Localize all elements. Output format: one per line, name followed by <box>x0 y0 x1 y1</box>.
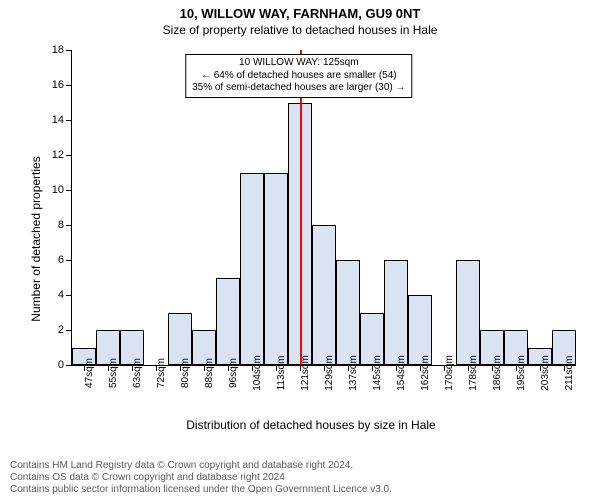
chart-wrap: Number of detached properties 0246810121… <box>36 44 586 434</box>
x-tick-label: 72sqm <box>156 358 167 388</box>
histogram-bar <box>384 260 407 365</box>
y-tick <box>66 365 72 366</box>
histogram-bar <box>456 260 479 365</box>
histogram-bar <box>312 225 335 365</box>
histogram-bar <box>216 278 239 366</box>
y-tick <box>66 225 72 226</box>
x-tick-label: 55sqm <box>108 358 119 388</box>
y-tick <box>66 85 72 86</box>
x-axis-label: Distribution of detached houses by size … <box>186 418 435 432</box>
x-tick-label: 63sqm <box>132 358 143 388</box>
y-tick-label: 10 <box>52 184 64 196</box>
y-axis-label: Number of detached properties <box>29 156 43 321</box>
y-tick-label: 2 <box>58 324 64 336</box>
x-tick-label: 195sqm <box>516 355 527 391</box>
footer-line: Contains HM Land Registry data © Crown c… <box>10 460 392 472</box>
histogram-bar <box>336 260 359 365</box>
x-tick-label: 186sqm <box>492 355 503 391</box>
annotation-line: ← 64% of detached houses are smaller (54… <box>192 70 405 83</box>
y-tick <box>66 190 72 191</box>
x-tick-label: 178sqm <box>468 355 479 391</box>
x-tick-label: 80sqm <box>180 358 191 388</box>
footer-line: Contains OS data © Crown copyright and d… <box>10 472 392 484</box>
x-tick-label: 129sqm <box>324 355 335 391</box>
y-tick-label: 12 <box>52 149 64 161</box>
chart-subtitle: Size of property relative to detached ho… <box>0 21 600 37</box>
x-tick-label: 162sqm <box>420 355 431 391</box>
annotation-box: 10 WILLOW WAY: 125sqm← 64% of detached h… <box>185 54 412 98</box>
footer: Contains HM Land Registry data © Crown c… <box>10 460 392 496</box>
x-tick-label: 113sqm <box>276 356 287 391</box>
x-tick-label: 154sqm <box>396 355 407 391</box>
x-tick-label: 137sqm <box>348 355 359 391</box>
y-tick-label: 4 <box>58 289 64 301</box>
y-tick <box>66 260 72 261</box>
y-tick <box>66 120 72 121</box>
y-tick-label: 8 <box>58 219 64 231</box>
x-tick-label: 88sqm <box>204 358 215 388</box>
footer-line: Contains public sector information licen… <box>10 484 392 496</box>
chart-title: 10, WILLOW WAY, FARNHAM, GU9 0NT <box>0 0 600 21</box>
y-tick <box>66 50 72 51</box>
x-tick-label: 170sqm <box>444 355 455 391</box>
x-tick-label: 211sqm <box>564 356 575 391</box>
x-tick-label: 104sqm <box>252 355 263 391</box>
y-tick <box>66 295 72 296</box>
x-tick-label: 145sqm <box>372 355 383 391</box>
y-tick-label: 14 <box>52 114 64 126</box>
y-tick-label: 18 <box>52 44 64 56</box>
annotation-line: 35% of semi-detached houses are larger (… <box>192 82 405 95</box>
y-tick-label: 16 <box>52 79 64 91</box>
x-tick-label: 96sqm <box>228 358 239 388</box>
histogram-bar <box>264 173 287 366</box>
plot-area: 02468101214161847sqm55sqm63sqm72sqm80sqm… <box>71 50 576 366</box>
x-tick-label: 47sqm <box>84 358 95 388</box>
y-tick <box>66 330 72 331</box>
x-tick-label: 203sqm <box>540 355 551 391</box>
chart-container: 10, WILLOW WAY, FARNHAM, GU9 0NT Size of… <box>0 0 600 500</box>
y-tick-label: 0 <box>58 359 64 371</box>
histogram-bar <box>240 173 263 366</box>
annotation-line: 10 WILLOW WAY: 125sqm <box>192 57 405 70</box>
y-tick <box>66 155 72 156</box>
y-tick-label: 6 <box>58 254 64 266</box>
